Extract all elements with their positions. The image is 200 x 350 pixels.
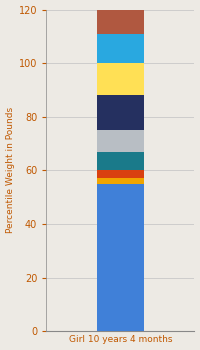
Bar: [97, 9, 144, 34]
Bar: [97, 170, 144, 178]
Bar: [97, 95, 144, 130]
Y-axis label: Percentile Weight in Pounds: Percentile Weight in Pounds: [6, 107, 15, 233]
Bar: [97, 34, 144, 63]
Bar: [97, 152, 144, 170]
Bar: [97, 178, 144, 184]
Bar: [97, 63, 144, 95]
Bar: [97, 130, 144, 152]
Bar: [97, 184, 144, 331]
